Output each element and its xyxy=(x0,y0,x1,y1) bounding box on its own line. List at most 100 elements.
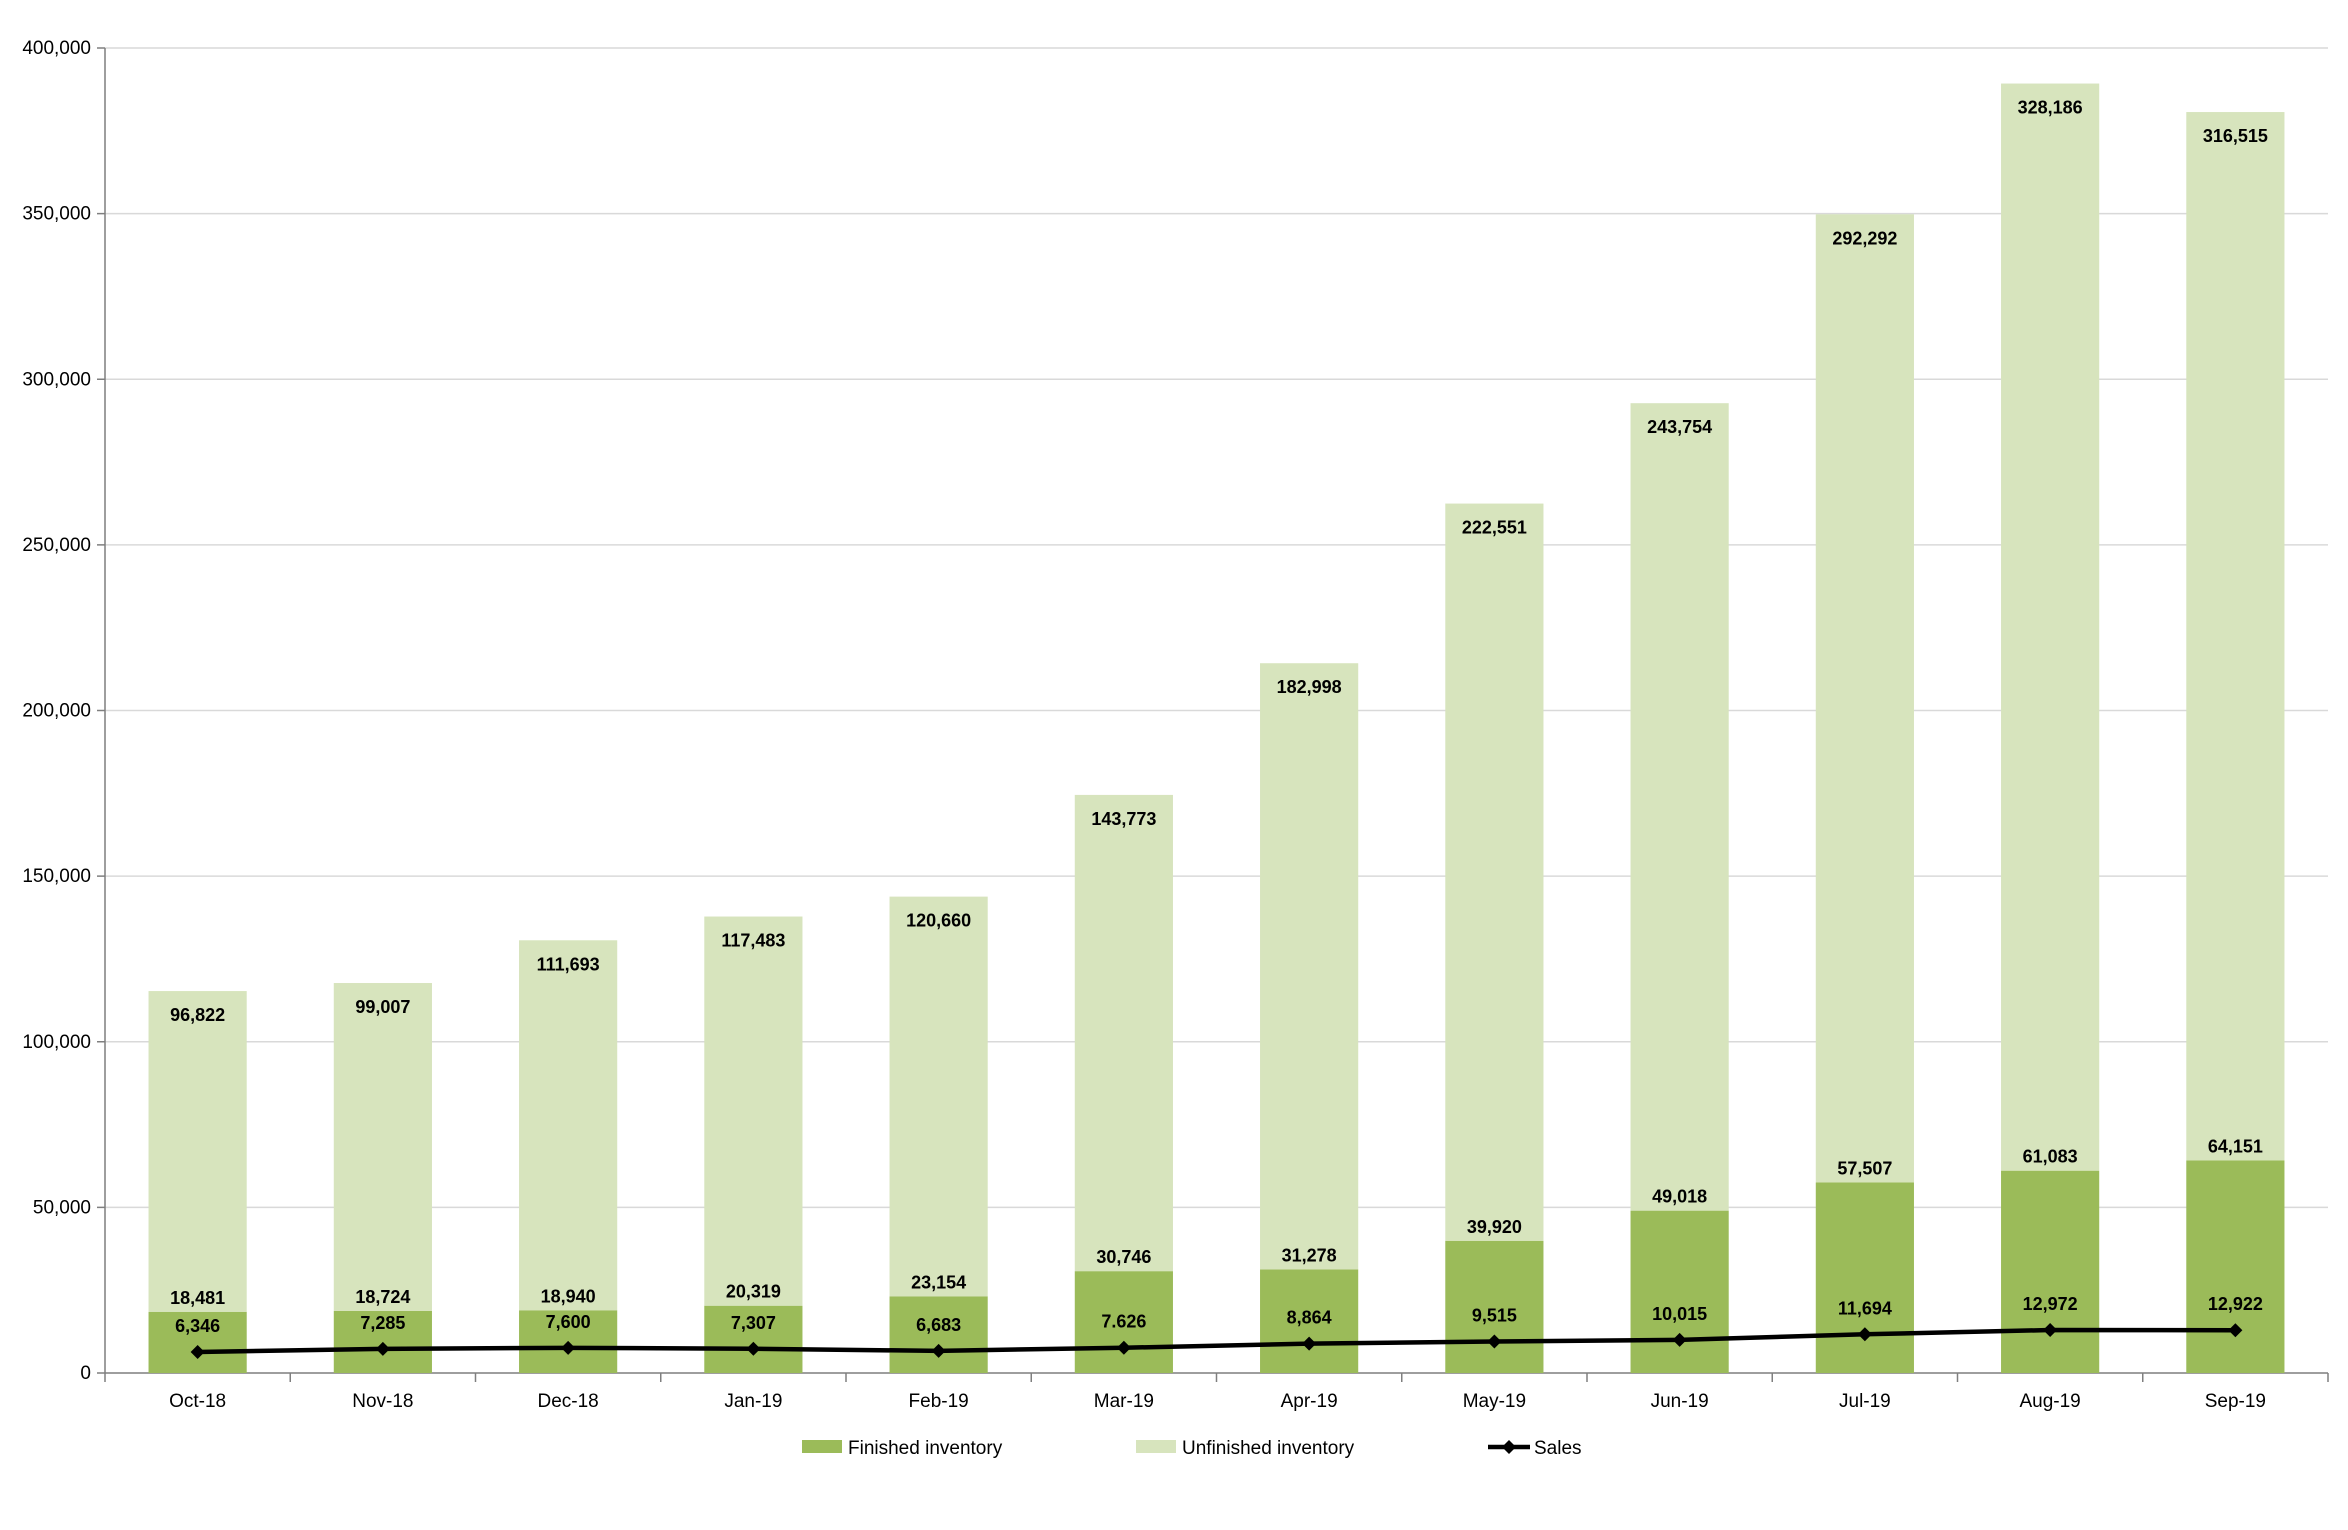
sales-label: 12,972 xyxy=(2023,1294,2078,1314)
unfinished-inventory-bar xyxy=(1815,214,1914,1183)
unfinished-inventory-bar xyxy=(1630,403,1729,1211)
unfinished-inventory-label: 292,292 xyxy=(1832,228,1897,248)
unfinished-inventory-bar xyxy=(1260,663,1359,1270)
x-tick-label: Aug-19 xyxy=(2019,1391,2080,1412)
x-tick-label: Oct-18 xyxy=(169,1391,226,1412)
unfinished-inventory-label: 328,186 xyxy=(2018,98,2083,118)
y-tick-label: 0 xyxy=(80,1363,91,1384)
sales-point xyxy=(746,1341,761,1356)
bars xyxy=(148,83,2285,1373)
unfinished-inventory-bar xyxy=(519,940,618,1311)
x-tick-label: Dec-18 xyxy=(538,1391,599,1412)
unfinished-inventory-label: 243,754 xyxy=(1647,417,1712,437)
sales-point xyxy=(2228,1323,2243,1338)
finished-inventory-bar xyxy=(1074,1271,1173,1373)
sales-label: 7,600 xyxy=(546,1312,591,1332)
sales-point xyxy=(1116,1340,1131,1355)
finished-inventory-label: 18,724 xyxy=(355,1287,410,1307)
x-tick-label: Jun-19 xyxy=(1651,1391,1709,1412)
finished-inventory-label: 64,151 xyxy=(2208,1136,2263,1156)
finished-inventory-bar xyxy=(2186,1160,2285,1373)
legend-sales: Sales xyxy=(1488,1438,1582,1459)
legend-finished: Finished inventory xyxy=(802,1438,1003,1459)
unfinished-inventory-label: 120,660 xyxy=(906,911,971,931)
legend-swatch xyxy=(802,1440,842,1453)
unfinished-inventory-bar xyxy=(889,896,988,1297)
sales-label: 10,015 xyxy=(1652,1304,1707,1324)
unfinished-inventory-label: 96,822 xyxy=(170,1005,225,1025)
unfinished-inventory-label: 111,693 xyxy=(537,954,600,974)
x-tick-label: Sep-19 xyxy=(2205,1391,2266,1412)
x-tick-label: Jan-19 xyxy=(724,1391,782,1412)
sales-point xyxy=(2043,1323,2058,1338)
x-tick-label: Mar-19 xyxy=(1094,1391,1154,1412)
y-tick-label: 100,000 xyxy=(22,1032,91,1053)
y-tick-label: 50,000 xyxy=(33,1197,91,1218)
finished-inventory-label: 61,083 xyxy=(2023,1147,2078,1167)
legend-label: Unfinished inventory xyxy=(1182,1438,1355,1459)
y-tick-label: 350,000 xyxy=(22,204,91,225)
sales-line-path xyxy=(197,1327,2236,1355)
sales-line xyxy=(190,1323,2243,1359)
sales-label: 9,515 xyxy=(1472,1305,1517,1325)
sales-label: 7,307 xyxy=(731,1313,776,1333)
unfinished-inventory-label: 117,483 xyxy=(721,931,785,951)
unfinished-inventory-bar xyxy=(148,991,247,1312)
sales-point xyxy=(931,1343,946,1358)
finished-inventory-label: 30,746 xyxy=(1096,1247,1151,1267)
sales-point xyxy=(1302,1336,1317,1351)
sales-label: 7.626 xyxy=(1101,1312,1146,1332)
unfinished-inventory-bar xyxy=(704,916,803,1306)
sales-point xyxy=(375,1341,390,1356)
sales-point xyxy=(1487,1334,1502,1349)
sales-point xyxy=(561,1340,576,1355)
finished-inventory-label: 39,920 xyxy=(1467,1217,1522,1237)
y-tick-label: 250,000 xyxy=(22,535,91,556)
unfinished-inventory-bar xyxy=(2001,83,2100,1171)
unfinished-inventory-bar xyxy=(2186,112,2285,1161)
finished-inventory-bar xyxy=(1445,1240,1544,1373)
finished-inventory-bar xyxy=(1815,1182,1914,1373)
finished-inventory-label: 20,319 xyxy=(726,1282,781,1302)
unfinished-inventory-bar xyxy=(1445,503,1544,1241)
sales-point xyxy=(1857,1327,1872,1342)
finished-inventory-label: 23,154 xyxy=(911,1272,966,1292)
y-tick-label: 200,000 xyxy=(22,701,91,722)
y-tick-label: 300,000 xyxy=(22,369,91,390)
sales-label: 12,922 xyxy=(2208,1294,2263,1314)
finished-inventory-bar xyxy=(1630,1210,1729,1373)
finished-inventory-bar xyxy=(889,1296,988,1373)
sales-point xyxy=(1672,1332,1687,1347)
data-labels: 18,481 96,822 18,724 99,007 18,940 111,693 20,… xyxy=(170,98,2268,1336)
legend-label: Sales xyxy=(1534,1438,1582,1459)
x-tick-label: Feb-19 xyxy=(909,1391,969,1412)
unfinished-inventory-bar xyxy=(1074,794,1173,1272)
finished-inventory-bar xyxy=(1260,1269,1359,1373)
unfinished-inventory-label: 182,998 xyxy=(1277,677,1342,697)
legend-swatch-marker xyxy=(1502,1440,1516,1454)
sales-label: 8,864 xyxy=(1287,1308,1332,1328)
sales-label: 11,694 xyxy=(1838,1298,1892,1318)
legend-label: Finished inventory xyxy=(848,1438,1003,1459)
finished-inventory-label: 49,018 xyxy=(1652,1187,1707,1207)
unfinished-inventory-label: 316,515 xyxy=(2203,126,2268,146)
finished-inventory-label: 18,481 xyxy=(170,1288,225,1308)
unfinished-inventory-bar xyxy=(333,983,432,1311)
finished-inventory-label: 18,940 xyxy=(541,1286,596,1306)
finished-inventory-bar xyxy=(148,1311,247,1373)
finished-inventory-bar xyxy=(2001,1170,2100,1373)
y-tick-label: 400,000 xyxy=(22,38,91,59)
legend-unfinished: Unfinished inventory xyxy=(1136,1438,1355,1459)
sales-point xyxy=(190,1344,205,1359)
sales-label: 7,285 xyxy=(360,1313,405,1333)
gridlines xyxy=(105,47,2328,1209)
finished-inventory-bar xyxy=(704,1305,803,1373)
sales-label: 6,683 xyxy=(916,1315,961,1335)
finished-inventory-label: 57,507 xyxy=(1837,1159,1892,1179)
x-tick-label: Apr-19 xyxy=(1281,1391,1338,1412)
unfinished-inventory-label: 143,773 xyxy=(1091,809,1156,829)
x-tick-label: May-19 xyxy=(1463,1391,1526,1412)
legend: Finished inventory Unfinished inventory Sa… xyxy=(802,1438,1582,1459)
